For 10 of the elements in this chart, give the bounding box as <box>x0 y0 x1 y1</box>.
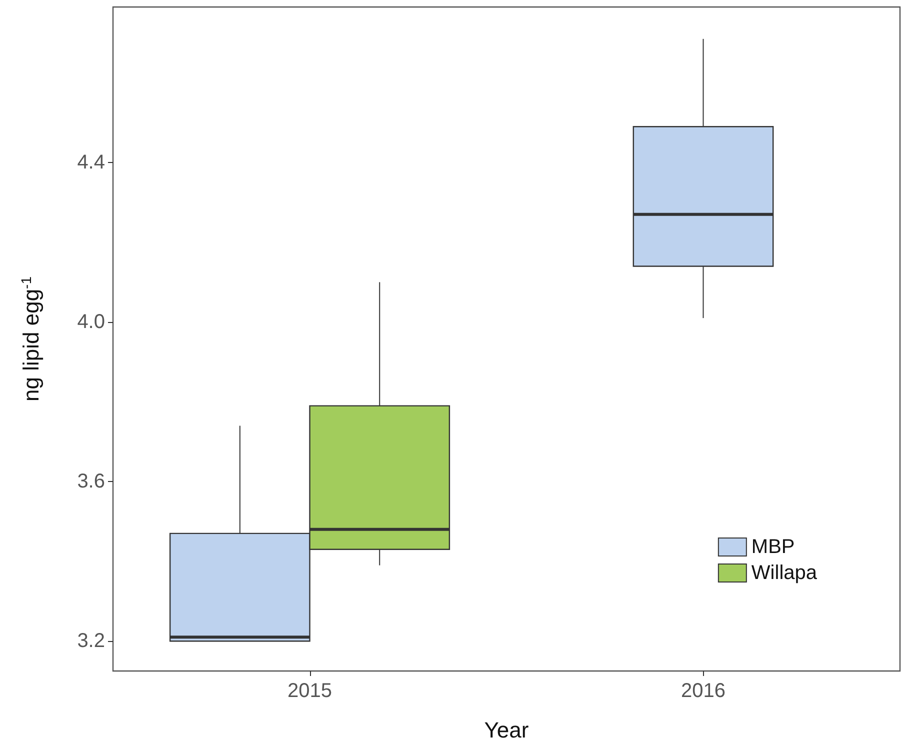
y-tick-label: 3.2 <box>77 630 105 652</box>
y-tick-label: 4.0 <box>77 311 105 334</box>
y-tick-label: 4.4 <box>77 152 105 174</box>
x-tick-label: 2015 <box>288 680 332 702</box>
x-axis-title: Year <box>484 718 529 742</box>
legend-label: Willapa <box>751 562 818 584</box>
y-axis-title: ng lipid egg-1 <box>18 276 44 402</box>
x-tick-label: 2016 <box>681 680 726 702</box>
legend-label: MBP <box>751 536 795 558</box>
y-tick-label: 3.6 <box>77 470 105 493</box>
